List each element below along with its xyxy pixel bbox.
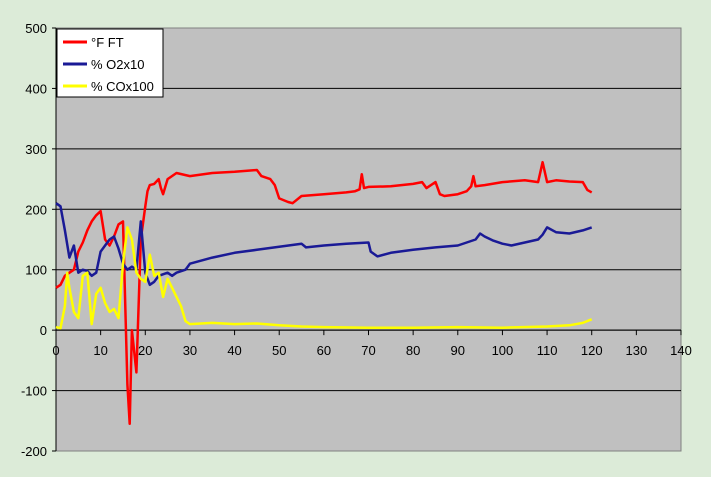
plot-area xyxy=(55,27,682,452)
legend-entry: % COx100 xyxy=(91,79,154,94)
x-tick-label: 110 xyxy=(537,343,558,358)
axes: -200 -100 0 100 200 300 400 500 0 10 20 30 40 50 60 70 8… xyxy=(21,21,692,459)
x-tick-label: 100 xyxy=(492,343,514,358)
x-tick-label: 50 xyxy=(272,343,286,358)
x-tick-label: 80 xyxy=(406,343,420,358)
y-tick-label: 400 xyxy=(25,81,47,96)
series-line-2 xyxy=(55,226,593,330)
y-tick-label: 100 xyxy=(25,263,47,278)
legend: °F FT % O2x10 % COx100 xyxy=(56,28,164,98)
x-tick-label: 30 xyxy=(183,343,197,358)
y-tick-label: 500 xyxy=(25,21,47,36)
legend-entry: °F FT xyxy=(91,35,124,50)
x-tick-label: 20 xyxy=(138,343,152,358)
x-tick-label: 40 xyxy=(227,343,241,358)
x-tick-label: 90 xyxy=(451,343,465,358)
x-tick-label: 120 xyxy=(581,343,603,358)
x-tick-label: 0 xyxy=(52,343,59,358)
y-tick-label: 200 xyxy=(25,202,47,217)
plot-background xyxy=(55,27,682,452)
legend-entry: % O2x10 xyxy=(91,57,144,72)
x-tick-label: 70 xyxy=(361,343,375,358)
y-tick-label: -200 xyxy=(21,444,47,459)
series-line-1 xyxy=(55,202,593,287)
x-tick-label: 10 xyxy=(93,343,107,358)
y-tick-label: 0 xyxy=(40,323,47,338)
x-tick-label: 130 xyxy=(626,343,648,358)
y-tick-label: -100 xyxy=(21,384,47,399)
y-tick-label: 300 xyxy=(25,142,47,157)
series-layer xyxy=(55,160,593,426)
x-tick-label: 140 xyxy=(670,343,692,358)
x-tick-label: 60 xyxy=(317,343,331,358)
